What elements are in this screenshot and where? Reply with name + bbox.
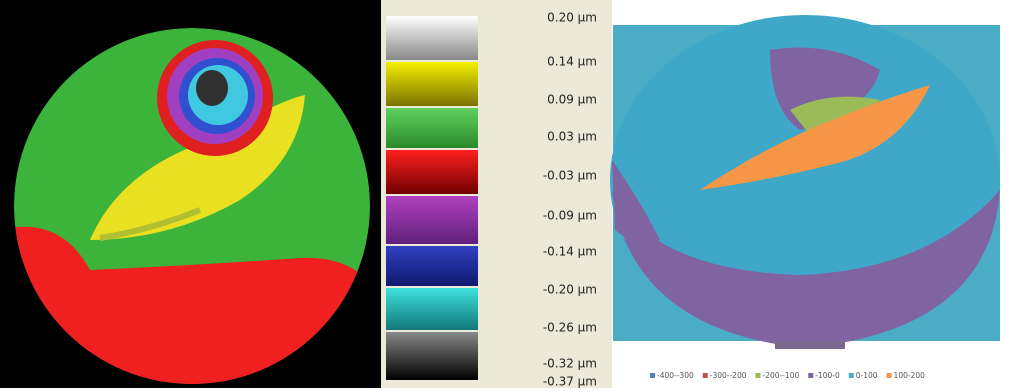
colorbar-label: -0.32 µm: [543, 357, 597, 371]
surface-map: [0, 0, 381, 388]
colorbar-label: -0.37 µm: [543, 375, 597, 389]
legend-label: 0-100: [856, 371, 878, 380]
legend-swatch: [849, 373, 854, 378]
figure: 0.20 µm 0.14 µm 0.09 µm 0.03 µm -0.03 µm -0.0…: [0, 0, 1009, 388]
legend-swatch: [650, 373, 655, 378]
surface-3d: -400--300 -300--200 -200--100 -100-0 0-100 10…: [610, 15, 1000, 380]
legend-label: -100-0: [815, 371, 840, 380]
colorbar-label: -0.03 µm: [543, 169, 597, 183]
colorbar-label: -0.20 µm: [543, 283, 597, 297]
colorbar-label: 0.09 µm: [547, 93, 597, 107]
legend-swatch: [887, 373, 892, 378]
legend-swatch: [756, 373, 761, 378]
colorbar-label: -0.09 µm: [543, 209, 597, 223]
colorbar-label: 0.14 µm: [547, 55, 597, 69]
legend-label: -200--100: [763, 371, 800, 380]
colorbar: 0.20 µm 0.14 µm 0.09 µm 0.03 µm -0.03 µm -0.0…: [381, 0, 612, 388]
legend-label: -300--200: [710, 371, 747, 380]
legend-swatch: [703, 373, 708, 378]
legend-label: -400--300: [657, 371, 694, 380]
colorbar-label: 0.03 µm: [547, 130, 597, 144]
colorbar-label: -0.26 µm: [543, 321, 597, 335]
legend-swatch: [808, 373, 813, 378]
colorbar-label: 0.20 µm: [547, 11, 597, 25]
legend-label: 100-200: [894, 371, 926, 380]
colorbar-label: -0.14 µm: [543, 245, 597, 259]
